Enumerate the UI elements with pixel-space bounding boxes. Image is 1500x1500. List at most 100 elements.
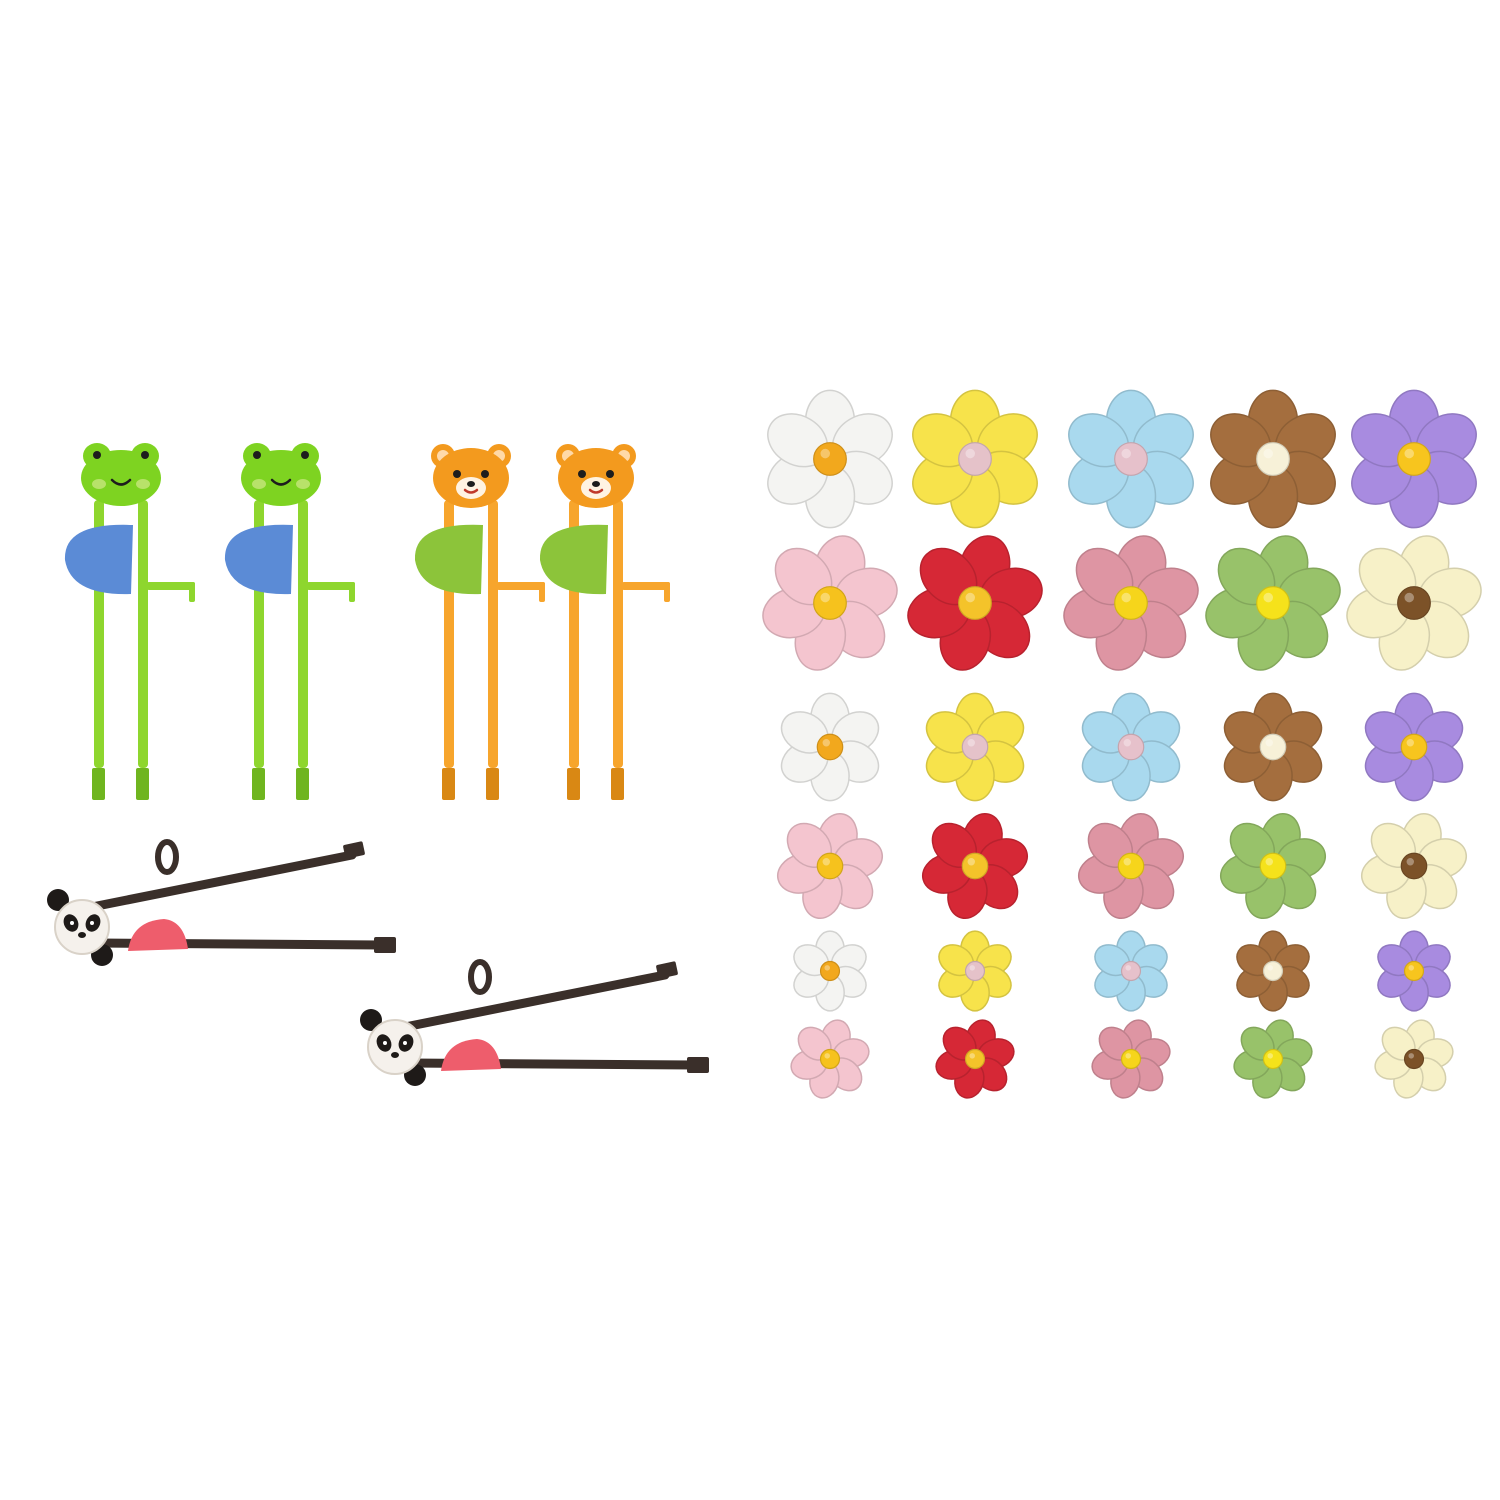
- flower: [1081, 692, 1181, 802]
- chopstick-stick: [400, 970, 670, 1032]
- finger-hook: [349, 582, 355, 602]
- flower: [935, 1019, 1015, 1099]
- bear-eye: [606, 470, 614, 478]
- flower: [1068, 389, 1194, 529]
- flower-center: [816, 852, 844, 880]
- flower-center: [1256, 586, 1290, 620]
- chopstick-stick: [488, 500, 498, 768]
- panda-chopsticks-2: [360, 959, 709, 1086]
- bear-mouth: [463, 488, 479, 494]
- bear-nose: [467, 481, 475, 487]
- chopstick-tip: [486, 768, 499, 800]
- flower-center-highlight: [1267, 1053, 1274, 1059]
- flower: [907, 535, 1043, 671]
- flower-center: [1114, 442, 1148, 476]
- bear-eye: [453, 470, 461, 478]
- flower-center-highlight: [965, 592, 975, 603]
- flower: [938, 930, 1012, 1012]
- flower-center-highlight: [1263, 592, 1273, 603]
- bear-nose: [592, 481, 600, 487]
- chopstick-stick: [87, 850, 357, 912]
- flower-center: [813, 442, 847, 476]
- flower-center-highlight: [1408, 965, 1415, 971]
- flower-center-highlight: [965, 448, 975, 459]
- panda-ear: [360, 1009, 382, 1031]
- frog-smile: [270, 478, 292, 486]
- flower-center-highlight: [1123, 858, 1132, 866]
- flower-center-highlight: [1121, 592, 1131, 603]
- flower: [790, 1019, 870, 1099]
- flower-center-highlight: [1406, 739, 1415, 747]
- flower-center-highlight: [824, 1053, 830, 1059]
- frog-chopsticks-2: [224, 443, 355, 800]
- flower-center: [1117, 733, 1145, 761]
- flower: [1346, 535, 1482, 671]
- flower: [1219, 812, 1327, 920]
- flower-center: [1262, 1048, 1284, 1070]
- flower-center: [1120, 1048, 1142, 1070]
- finger-hook: [622, 582, 670, 590]
- flower-center: [1117, 852, 1145, 880]
- flower-center: [958, 586, 992, 620]
- chopstick-tip: [136, 768, 149, 800]
- flower-center: [1400, 852, 1428, 880]
- flower-center: [1400, 733, 1428, 761]
- frog-chopsticks-1: [64, 443, 195, 800]
- panda-chopsticks-1: [47, 839, 396, 966]
- flower-center: [1403, 960, 1425, 982]
- flower-center-highlight: [1408, 1053, 1415, 1059]
- flower-center-highlight: [1404, 448, 1414, 459]
- flower: [1205, 535, 1341, 671]
- chopstick-tip: [343, 841, 365, 859]
- flower-center: [1262, 960, 1284, 982]
- flower-center: [961, 733, 989, 761]
- flower-center: [958, 442, 992, 476]
- flower: [921, 812, 1029, 920]
- chopstick-tip: [92, 768, 105, 800]
- chopstick-tip: [442, 768, 455, 800]
- flower-center-highlight: [967, 739, 975, 747]
- bear-muzzle: [581, 477, 611, 499]
- chopstick-tip: [567, 768, 580, 800]
- panda-eye: [70, 921, 74, 925]
- flower: [1377, 930, 1451, 1012]
- flower-center-highlight: [1125, 965, 1132, 971]
- chopstick-rest: [224, 524, 293, 595]
- flower-center: [964, 1048, 986, 1070]
- flower-center-highlight: [1123, 739, 1132, 747]
- flower-center: [1403, 1048, 1425, 1070]
- finger-hook: [147, 582, 195, 590]
- frog-eye: [141, 451, 149, 459]
- bear-chopsticks-4: [539, 444, 670, 800]
- flower: [767, 389, 893, 529]
- flower-center: [964, 960, 986, 982]
- frog-eye: [93, 451, 101, 459]
- flower-center-highlight: [969, 1053, 975, 1059]
- panda-eye: [90, 921, 94, 925]
- chopstick-rest: [64, 524, 133, 595]
- flower-center-highlight: [969, 965, 975, 971]
- frog-eye: [253, 451, 261, 459]
- finger-hook: [307, 582, 355, 590]
- flower: [1364, 692, 1464, 802]
- flower-center-highlight: [822, 858, 830, 866]
- chopstick-tip: [687, 1057, 709, 1073]
- frog-eye: [301, 451, 309, 459]
- flower: [1236, 930, 1310, 1012]
- bear-chopsticks-3: [414, 444, 545, 800]
- frog-smile: [110, 478, 132, 486]
- flower: [1091, 1019, 1171, 1099]
- panda-eye: [383, 1041, 387, 1045]
- bear-eye: [578, 470, 586, 478]
- flower: [1094, 930, 1168, 1012]
- flower: [912, 389, 1038, 529]
- flower-center: [816, 733, 844, 761]
- panda-head: [54, 899, 110, 955]
- flower: [762, 535, 898, 671]
- finger-hook: [539, 582, 545, 602]
- flower-center-highlight: [820, 592, 830, 603]
- chopstick-stick: [298, 500, 308, 768]
- flower-center: [819, 960, 841, 982]
- frog-head: [241, 450, 321, 506]
- flower-center-highlight: [1406, 858, 1415, 866]
